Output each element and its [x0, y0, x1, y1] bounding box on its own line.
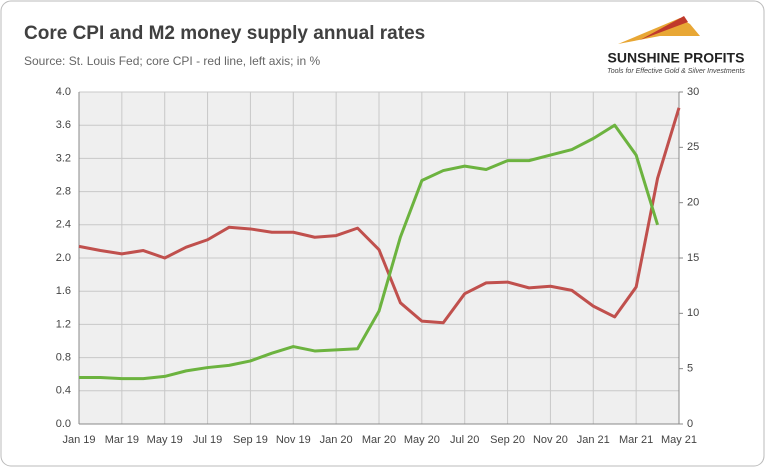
logo-mark [640, 16, 688, 40]
x-tick-label: Sep 19 [233, 434, 268, 446]
x-tick-label: May 20 [404, 434, 440, 446]
x-tick-label: May 21 [661, 434, 697, 446]
series-line [79, 123, 660, 381]
x-tick-label: Mar 19 [105, 434, 139, 446]
y2-tick-label: 30 [687, 86, 699, 98]
x-tick-label: Nov 20 [533, 434, 568, 446]
y-tick-label: 3.2 [56, 152, 71, 164]
y2-tick-label: 20 [687, 197, 699, 209]
x-tick-label: May 19 [147, 434, 183, 446]
y2-tick-label: 0 [687, 418, 693, 430]
logo: SUNSHINE PROFITS Tools for Effective Gol… [607, 16, 745, 75]
y-tick-label: 2.0 [56, 252, 71, 264]
x-tick-label: Nov 19 [276, 434, 311, 446]
x-tick-label: Mar 20 [362, 434, 396, 446]
x-tick-label: Jan 19 [62, 434, 95, 446]
x-tick-label: Jul 19 [193, 434, 222, 446]
x-tick-label: Jan 20 [320, 434, 353, 446]
y-tick-label: 2.4 [56, 219, 71, 231]
y-tick-label: 1.6 [56, 285, 71, 297]
logo-name: SUNSHINE PROFITS [608, 50, 745, 66]
x-tick-label: Jan 21 [577, 434, 610, 446]
y-tick-label: 1.2 [56, 318, 71, 330]
series-line [78, 107, 681, 325]
x-tick-label: Jul 20 [450, 434, 479, 446]
y2-tick-label: 15 [687, 252, 699, 264]
logo-tagline: Tools for Effective Gold & Silver Invest… [607, 68, 745, 75]
y-tick-label: 0.8 [56, 352, 71, 364]
y2-tick-label: 10 [687, 307, 699, 319]
y-tick-label: 0.0 [56, 418, 71, 430]
chart-title: Core CPI and M2 money supply annual rate… [24, 23, 425, 44]
x-tick-label: Mar 21 [619, 434, 653, 446]
y-tick-label: 0.4 [56, 385, 71, 397]
y-tick-label: 3.6 [56, 119, 71, 131]
y-tick-label: 2.8 [56, 186, 71, 198]
chart-subtitle: Source: St. Louis Fed; core CPI - red li… [24, 54, 320, 68]
y-tick-label: 4.0 [56, 86, 71, 98]
y2-tick-label: 25 [687, 141, 699, 153]
y2-tick-label: 5 [687, 363, 693, 375]
x-tick-label: Sep 20 [490, 434, 525, 446]
